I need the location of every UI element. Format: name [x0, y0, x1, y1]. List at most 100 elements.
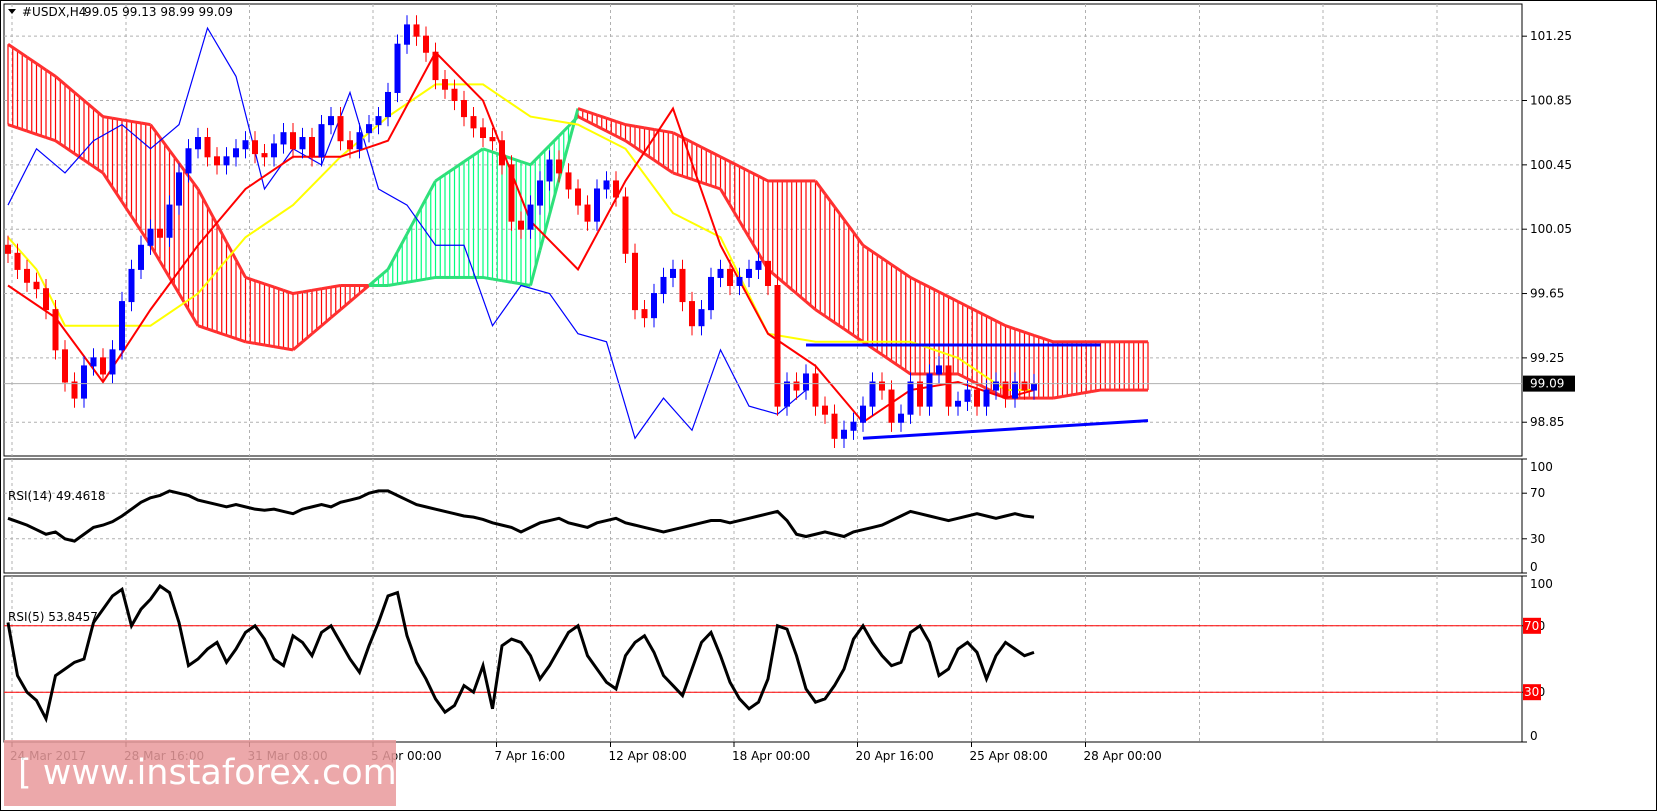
candle [204, 127, 211, 167]
candle [24, 259, 30, 292]
senkou-a-segment [520, 160, 531, 167]
candle [318, 114, 325, 167]
candle-body [480, 127, 486, 139]
menu-triangle-icon[interactable] [8, 9, 16, 14]
senkou-a-segment [824, 314, 836, 324]
senkou-b-segment [83, 99, 95, 110]
candle-body [33, 281, 40, 290]
senkou-b-segment [35, 62, 47, 72]
senkou-a-segment [415, 197, 428, 218]
candle-body [926, 373, 933, 407]
candle-body [622, 196, 629, 254]
candle-body [489, 137, 496, 142]
chikou-line [7, 26, 807, 440]
candle-body [765, 260, 771, 286]
candle-body [214, 156, 220, 166]
senkou-b-segment [92, 107, 104, 118]
senkou-b-segment [234, 259, 247, 279]
candle [233, 139, 239, 167]
senkou-b-segment [644, 126, 655, 131]
senkou-a-segment [805, 300, 817, 311]
y-tick-label: 0 [1530, 729, 1538, 743]
candle [470, 106, 477, 138]
candle [527, 195, 534, 239]
candle-body [755, 260, 762, 270]
candle [62, 340, 68, 392]
candle [176, 163, 182, 215]
candle-body [356, 132, 363, 150]
candle-body [708, 276, 714, 311]
senkou-b-segment [938, 290, 950, 299]
senkou-a-segment [662, 165, 674, 175]
senkou-b-segment [625, 123, 636, 128]
candle [765, 251, 771, 296]
candle-body [898, 413, 904, 423]
senkou-b-segment [738, 165, 750, 173]
senkou-a-segment [453, 160, 465, 170]
candle-body [698, 309, 705, 327]
candle [784, 372, 790, 416]
senkou-b-segment [7, 42, 19, 52]
candle [375, 106, 382, 135]
rsi-level-box [1523, 684, 1541, 701]
senkou-a-segment [1081, 390, 1092, 395]
senkou-a-segment [900, 366, 912, 376]
senkou-b-segment [416, 277, 427, 283]
senkou-b-segment [330, 284, 341, 289]
candle [537, 171, 543, 215]
candle-body [575, 188, 581, 206]
y-tick-label: 98.85 [1530, 415, 1564, 429]
senkou-b-segment [890, 263, 902, 273]
candle [157, 219, 163, 247]
senkou-a-segment [710, 184, 721, 191]
senkou-a-segment [187, 308, 200, 327]
candle-body [43, 288, 49, 311]
ohlc-label: 99.05 99.13 98.99 99.09 [84, 5, 233, 19]
candle [822, 396, 828, 424]
rsi-line [7, 489, 1035, 543]
candle [280, 123, 287, 154]
candle [926, 364, 933, 416]
candle-body [233, 148, 239, 158]
senkou-a-segment [405, 215, 418, 235]
candle-body [784, 381, 790, 407]
senkou-b-segment [700, 145, 712, 154]
candle-body [1002, 381, 1009, 399]
senkou-a-segment [130, 215, 143, 232]
candle-body [955, 400, 961, 407]
senkou-b-segment [245, 276, 256, 283]
senkou-a-segment [311, 324, 323, 335]
senkou-b-segment [909, 276, 921, 284]
candle [14, 243, 21, 280]
candle [727, 259, 733, 296]
senkou-b-segment [482, 275, 493, 281]
senkou-b-segment [273, 285, 284, 292]
candle-body [831, 413, 838, 439]
senkou-a-segment [615, 134, 627, 143]
candle [195, 127, 201, 159]
candle-body [100, 357, 106, 375]
candle-body [52, 309, 59, 351]
candle [888, 380, 895, 432]
senkou-b-segment [634, 124, 645, 130]
candle [974, 380, 980, 416]
candle [1002, 372, 1009, 408]
candle [812, 364, 819, 416]
candle-body [109, 349, 116, 375]
x-tick-label: 12 Apr 08:00 [609, 749, 687, 763]
candle [43, 279, 49, 320]
candle [917, 372, 923, 416]
senkou-b-segment [995, 319, 1007, 328]
senkou-b-segment [501, 279, 512, 284]
candle [689, 291, 695, 336]
rsi-level-label: 70 [1524, 619, 1539, 633]
senkou-b-segment [833, 205, 846, 221]
senkou-b-segment [928, 285, 940, 294]
senkou-a-segment [881, 353, 893, 363]
senkou-b-segment [64, 83, 76, 94]
senkou-b-segment [663, 129, 674, 135]
senkou-b-segment [387, 282, 398, 287]
candle-body [14, 252, 21, 270]
candle [1012, 372, 1018, 408]
candle [736, 267, 743, 296]
